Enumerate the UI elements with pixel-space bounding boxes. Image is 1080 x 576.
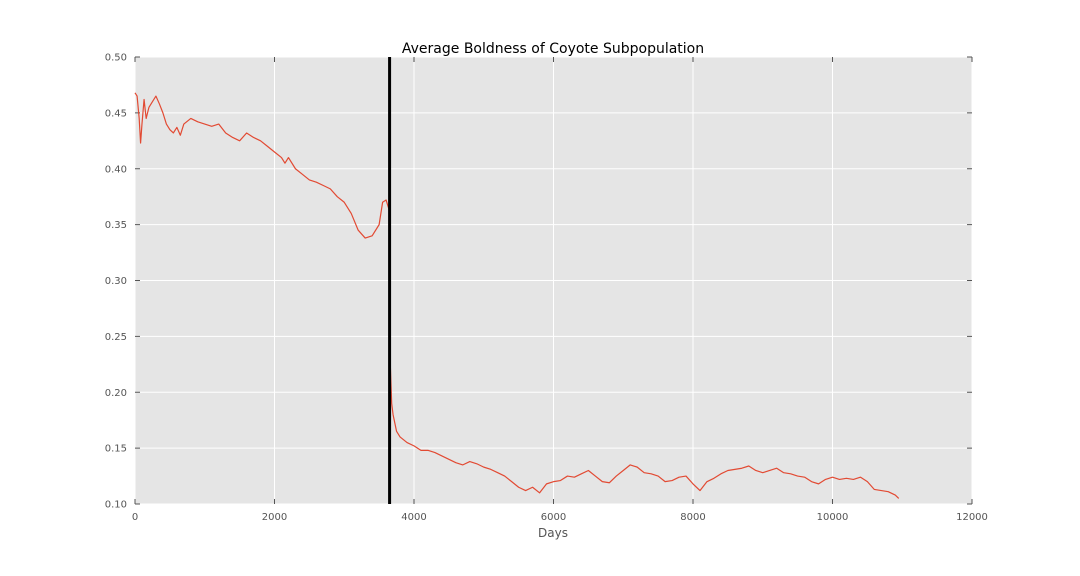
y-tick-label: 0.45 (105, 108, 127, 119)
y-tick-label: 0.30 (105, 276, 127, 287)
x-tick-label: 6000 (541, 512, 566, 523)
x-tick-label: 12000 (956, 512, 988, 523)
y-tick-label: 0.25 (105, 332, 127, 343)
series-group (134, 92, 900, 499)
y-tick-label: 0.50 (105, 53, 127, 64)
x-tick-label: 8000 (680, 512, 705, 523)
x-tick-label: 2000 (262, 512, 287, 523)
chart-title: Average Boldness of Coyote Subpopulation (402, 41, 704, 57)
x-tick-label: 0 (132, 512, 138, 523)
y-tick-label: 0.40 (105, 164, 127, 175)
y-tick-label: 0.10 (105, 500, 127, 511)
y-tick-labels: 0.10 0.15 0.20 0.25 0.30 0.35 0.40 0.45 0.50 (105, 53, 127, 511)
x-tick-labels: 0 2000 4000 6000 8000 10000 12000 (132, 512, 988, 523)
y-tick-label: 0.15 (105, 444, 127, 455)
axis-ticks (134, 56, 973, 505)
x-axis-label: Days (538, 526, 568, 540)
y-tick-label: 0.20 (105, 388, 127, 399)
y-tick-label: 0.35 (105, 220, 127, 231)
x-tick-label: 10000 (817, 512, 849, 523)
x-tick-label: 4000 (401, 512, 426, 523)
series-line-0 (134, 92, 900, 499)
